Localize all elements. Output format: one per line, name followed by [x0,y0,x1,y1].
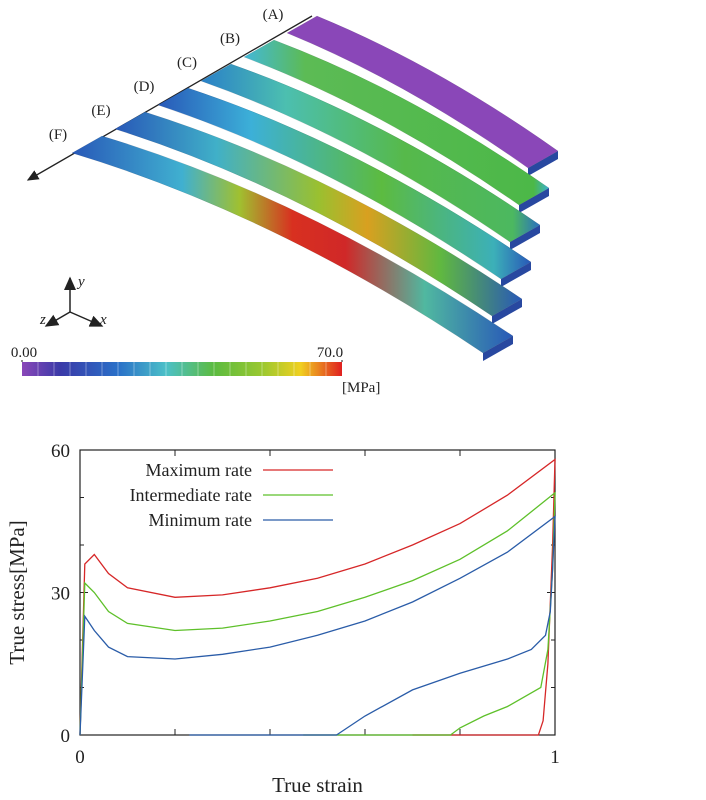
beam-side [519,188,549,213]
colorbar-unit: [MPa] [342,380,380,396]
series-line [79,458,556,736]
series-line [79,491,556,736]
beam-label: (C) [177,55,197,71]
beam-label: (B) [220,31,240,47]
beam-label: (E) [91,103,110,119]
legend-label: Maximum rate [146,460,252,480]
beam-illustration: (A) (B) (C) (D) (E) (F) y x z 0.00 70.0 [MPa] [11,7,559,396]
y-tick-label: 30 [51,584,70,605]
x-tick-label: 1 [550,747,560,768]
axis-name: y [76,274,85,290]
colorbar-label: 70.0 [317,345,343,361]
axis-arrow [69,311,104,327]
beam [114,111,523,317]
beam-side [528,151,558,176]
y-axis-label: True stress[MPa] [5,520,29,664]
beam-side [501,262,531,287]
axis-name: x [99,312,107,328]
beam-label: (D) [134,79,155,95]
colorbar-label: 0.00 [11,345,37,361]
beam-side [492,299,522,324]
beam [71,135,514,354]
line-chart: 0 30 60 0 1 True strain True stress[MPa] Maximu… [5,441,560,797]
beam [157,87,532,280]
y-tick-label: 60 [51,441,70,462]
y-tick-label: 0 [61,726,71,747]
series-line [79,515,556,736]
beam [243,39,550,206]
x-axis-label: True strain [272,773,363,797]
legend-label: Minimum rate [149,510,252,530]
beam-label: (F) [49,127,67,143]
beam [200,63,541,243]
axis-name: z [39,312,46,328]
x-tick-label: 0 [75,747,85,768]
legend-label: Intermediate rate [130,485,252,505]
beam-label: (A) [263,7,284,23]
beam-side [510,225,540,250]
axis-arrow [44,311,71,327]
beam-side [483,336,513,361]
beam [286,15,559,169]
